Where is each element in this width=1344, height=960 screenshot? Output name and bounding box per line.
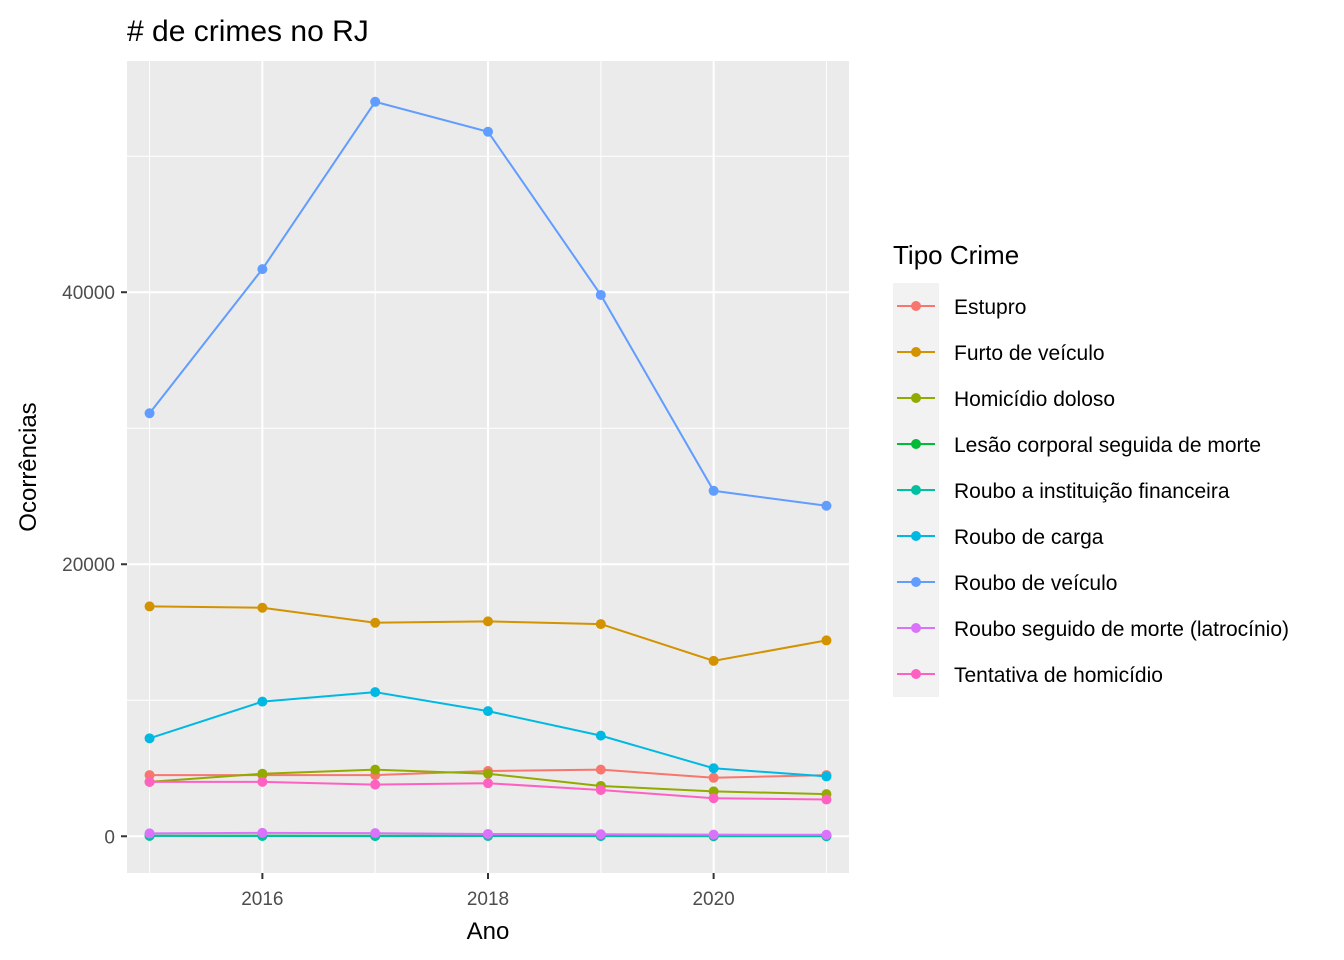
data-point bbox=[483, 126, 493, 137]
data-point bbox=[144, 733, 155, 744]
legend-key-point bbox=[911, 669, 921, 679]
data-point bbox=[257, 827, 268, 838]
legend-item: Homicídio doloso bbox=[897, 388, 1115, 411]
legend-label: Roubo de veículo bbox=[954, 572, 1117, 595]
legend-item: Tentativa de homicídio bbox=[897, 664, 1163, 687]
data-point bbox=[595, 619, 606, 630]
data-point bbox=[257, 264, 268, 275]
series-tentativa-de-homicidio bbox=[144, 776, 832, 805]
series-roubo-de-carga bbox=[144, 687, 832, 782]
legend-item: Furto de veículo bbox=[897, 342, 1105, 365]
data-point bbox=[257, 768, 268, 779]
data-point bbox=[483, 616, 493, 627]
data-point bbox=[370, 828, 381, 839]
legend-item: Roubo de veículo bbox=[897, 572, 1117, 595]
data-point bbox=[144, 601, 155, 612]
x-tick-label: 2016 bbox=[241, 889, 283, 910]
data-point bbox=[595, 829, 606, 840]
legend-item: Roubo seguido de morte (latrocínio) bbox=[897, 618, 1289, 641]
legend-item: Estupro bbox=[897, 296, 1026, 319]
legend-item: Lesão corporal seguida de morte bbox=[897, 434, 1261, 457]
data-point bbox=[708, 829, 719, 840]
legend-label: Roubo a instituição financeira bbox=[954, 480, 1230, 503]
legend-key-point bbox=[911, 301, 921, 311]
data-point bbox=[370, 764, 381, 775]
data-point bbox=[595, 764, 606, 775]
series-roubo-seguido-de-morte-latrocinio bbox=[144, 827, 832, 840]
legend-key-point bbox=[911, 485, 921, 495]
legend-key-point bbox=[911, 623, 921, 633]
data-point bbox=[257, 602, 268, 613]
data-point bbox=[821, 635, 832, 646]
legend-label: Roubo seguido de morte (latrocínio) bbox=[954, 618, 1289, 641]
y-axis-title: Ocorrências bbox=[15, 402, 42, 531]
y-tick-label: 20000 bbox=[62, 555, 115, 576]
series-roubo-de-veiculo bbox=[144, 96, 832, 511]
data-point bbox=[483, 706, 493, 717]
legend: Tipo Crime Estupro Furto de veículo Homicí… bbox=[893, 240, 1289, 697]
chart-title: # de crimes no RJ bbox=[127, 15, 369, 48]
legend-item: Roubo de carga bbox=[897, 526, 1104, 549]
legend-title: Tipo Crime bbox=[893, 240, 1019, 270]
data-point bbox=[595, 730, 606, 741]
legend-key-point bbox=[911, 393, 921, 403]
legend-key-point bbox=[911, 531, 921, 541]
legend-label: Tentativa de homicídio bbox=[954, 664, 1163, 687]
legend-label: Homicídio doloso bbox=[954, 388, 1115, 411]
legend-item: Roubo a instituição financeira bbox=[897, 480, 1230, 503]
data-point bbox=[483, 778, 493, 789]
x-tick-label: 2018 bbox=[467, 889, 509, 910]
x-tick-label: 2020 bbox=[692, 889, 734, 910]
data-point bbox=[370, 96, 381, 107]
legend-label: Roubo de carga bbox=[954, 526, 1104, 549]
y-axis: 0 20000 40000 bbox=[62, 283, 127, 848]
data-point bbox=[483, 768, 493, 779]
data-point bbox=[144, 408, 155, 419]
legend-key-point bbox=[911, 439, 921, 449]
data-point bbox=[257, 696, 268, 707]
data-point bbox=[708, 772, 719, 783]
data-point bbox=[144, 776, 155, 787]
legend-label: Estupro bbox=[954, 296, 1026, 319]
data-point bbox=[370, 687, 381, 698]
y-tick-label: 40000 bbox=[62, 283, 115, 304]
legend-key-point bbox=[911, 577, 921, 587]
data-point bbox=[821, 794, 832, 805]
data-point bbox=[595, 289, 606, 300]
data-point bbox=[708, 763, 719, 774]
data-point bbox=[708, 655, 719, 666]
y-tick-label: 0 bbox=[104, 827, 115, 848]
series-furto-de-veiculo bbox=[144, 601, 832, 666]
data-point bbox=[370, 617, 381, 628]
legend-label: Furto de veículo bbox=[954, 342, 1105, 365]
legend-label: Lesão corporal seguida de morte bbox=[954, 434, 1261, 457]
data-point bbox=[370, 779, 381, 790]
data-point bbox=[257, 776, 268, 787]
legend-items: Estupro Furto de veículo Homicídio doloso L… bbox=[897, 296, 1289, 687]
data-point bbox=[144, 828, 155, 839]
data-point bbox=[483, 828, 493, 839]
series-layer bbox=[144, 96, 832, 842]
data-point bbox=[821, 829, 832, 840]
x-axis-title: Ano bbox=[467, 918, 510, 945]
legend-key-point bbox=[911, 347, 921, 357]
data-point bbox=[821, 500, 832, 511]
x-axis: 2016 2018 2020 bbox=[241, 873, 735, 910]
data-point bbox=[708, 793, 719, 804]
data-point bbox=[708, 485, 719, 496]
data-point bbox=[821, 771, 832, 782]
data-point bbox=[595, 785, 606, 796]
